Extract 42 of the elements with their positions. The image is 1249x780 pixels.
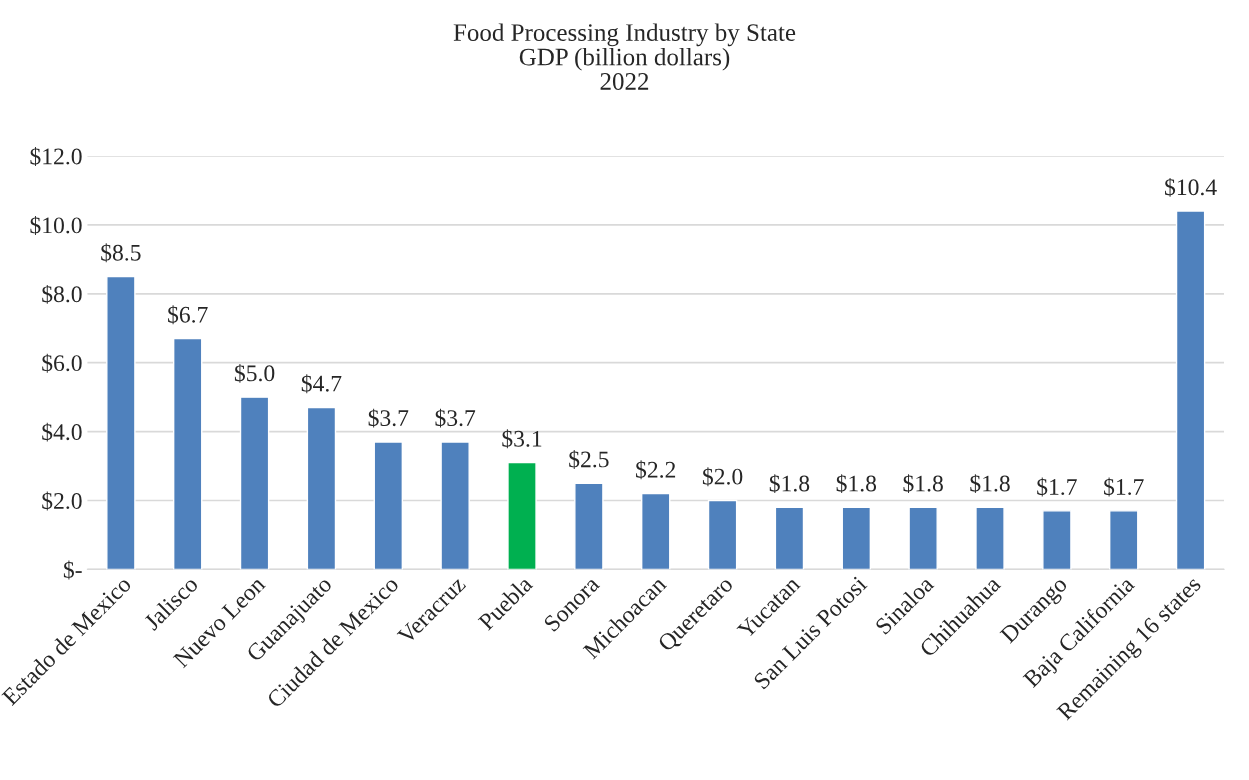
chart-title: Food Processing Industry by State GDP (billion dollars) 2022 <box>453 23 796 90</box>
bar <box>574 482 604 570</box>
y-tick-label: $6.0 <box>42 353 82 373</box>
data-label: $8.5 <box>101 243 141 263</box>
bar <box>239 396 270 570</box>
data-label: $1.7 <box>1104 477 1144 497</box>
data-label: $1.8 <box>769 474 810 494</box>
y-tick-label: $2.0 <box>42 491 82 511</box>
data-label: $3.7 <box>435 408 476 428</box>
y-tick-label: $8.0 <box>42 284 82 304</box>
data-label: $2.5 <box>569 450 609 469</box>
bar <box>1042 510 1072 570</box>
bar <box>707 499 738 570</box>
data-label: $2.0 <box>702 467 743 487</box>
y-tick-label: $10.0 <box>30 216 82 235</box>
bar <box>841 506 872 570</box>
bar <box>774 506 805 570</box>
bar <box>306 406 337 570</box>
data-label: $6.7 <box>168 305 208 325</box>
bar <box>908 506 938 570</box>
bar <box>440 441 470 570</box>
y-tick-label: $- <box>63 560 82 580</box>
bar <box>1175 210 1206 570</box>
bar <box>106 275 136 570</box>
y-tick-label: $4.0 <box>42 422 82 442</box>
data-label: $10.4 <box>1165 177 1217 197</box>
data-label: $2.2 <box>636 460 676 480</box>
data-label: $5.0 <box>234 363 275 383</box>
y-tick-label: $12.0 <box>30 147 82 166</box>
bar <box>975 506 1005 570</box>
bar <box>172 337 203 570</box>
bar <box>1108 510 1139 570</box>
data-label: $1.8 <box>836 474 877 494</box>
bar <box>640 492 671 570</box>
data-label: $1.8 <box>903 474 943 494</box>
data-label: $4.7 <box>301 374 342 394</box>
data-label: $1.8 <box>970 474 1010 494</box>
bar <box>373 441 404 570</box>
data-label: $1.7 <box>1037 477 1077 497</box>
data-label: $3.1 <box>502 429 542 449</box>
bar <box>507 461 537 570</box>
data-label: $3.7 <box>368 408 409 428</box>
